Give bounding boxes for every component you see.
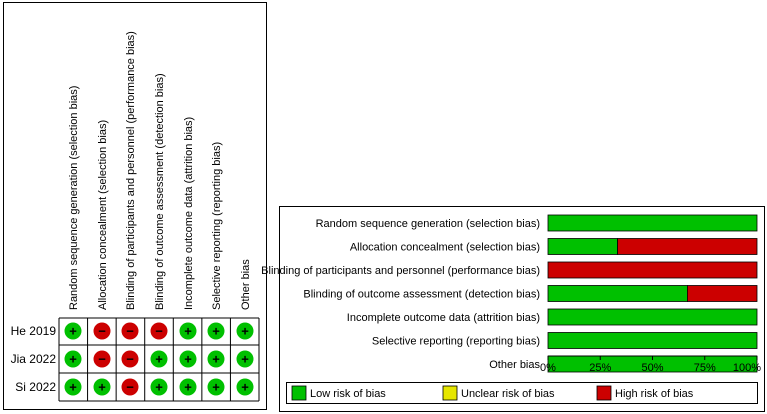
judgement-symbol: −: [155, 324, 163, 339]
judgement-low-icon: [150, 378, 168, 396]
bar-segment-low: [547, 308, 758, 326]
judgement-low-icon: [179, 378, 197, 396]
judgement-symbol: +: [212, 380, 220, 395]
judgement-symbol: +: [184, 324, 192, 339]
judgement-high-icon: [150, 322, 168, 340]
judgement-low-icon: [236, 350, 254, 368]
summary-domain-label: Incomplete outcome data (attrition bias): [183, 117, 195, 310]
judgement-symbol: −: [126, 352, 134, 367]
x-tick-label: 0%: [540, 362, 556, 374]
judgement-high-icon: [93, 322, 111, 340]
summary-domain-label: Blinding of outcome assessment (detectio…: [154, 73, 166, 310]
summary-domain-label: Random sequence generation (selection bi…: [68, 86, 80, 310]
summary-domain-label: Selective reporting (reporting bias): [211, 142, 223, 310]
judgement-high-icon: [121, 350, 139, 368]
judgement-symbol: +: [212, 352, 220, 367]
risk-of-bias-graph-panel: Random sequence generation (selection bi…: [261, 206, 765, 412]
graph-category-label: Selective reporting (reporting bias): [372, 336, 540, 348]
summary-domain-label: Other bias: [240, 259, 252, 310]
judgement-high-icon: [93, 350, 111, 368]
judgement-symbol: +: [184, 380, 192, 395]
graph-category-label: Other bias: [489, 359, 540, 371]
risk-of-bias-summary-panel: Random sequence generation (selection bi…: [3, 2, 267, 410]
summary-study-label: He 2019: [11, 324, 57, 338]
summary-panel-border: [3, 2, 267, 410]
judgement-high-icon: [121, 322, 139, 340]
legend-label: High risk of bias: [615, 388, 694, 400]
judgement-low-icon: [179, 322, 197, 340]
judgement-low-icon: [64, 378, 82, 396]
judgement-low-icon: [93, 378, 111, 396]
legend-label: Unclear risk of bias: [461, 388, 555, 400]
judgement-low-icon: [236, 322, 254, 340]
judgement-high-icon: [121, 378, 139, 396]
judgement-low-icon: [179, 350, 197, 368]
judgement-symbol: +: [98, 380, 106, 395]
legend-label: Low risk of bias: [310, 388, 386, 400]
judgement-symbol: −: [126, 324, 134, 339]
legend-swatch-low: [291, 385, 307, 401]
judgement-low-icon: [64, 350, 82, 368]
summary-study-label: Jia 2022: [11, 352, 57, 366]
judgement-symbol: +: [184, 352, 192, 367]
judgement-low-icon: [207, 350, 225, 368]
judgement-symbol: +: [69, 380, 77, 395]
bar-segment-high: [687, 285, 758, 302]
judgement-symbol: +: [69, 352, 77, 367]
legend-swatch-high: [596, 385, 612, 401]
x-tick-label: 100%: [733, 362, 761, 374]
summary-domain-label: Allocation concealment (selection bias): [97, 120, 109, 310]
judgement-symbol: −: [126, 380, 134, 395]
graph-category-label: Incomplete outcome data (attrition bias): [347, 312, 540, 324]
bar-segment-high: [617, 238, 758, 255]
judgement-low-icon: [207, 378, 225, 396]
bar-segment-low: [547, 238, 618, 255]
x-tick-label: 50%: [641, 362, 663, 374]
judgement-low-icon: [236, 378, 254, 396]
judgement-low-icon: [64, 322, 82, 340]
legend-swatch-unclear: [442, 385, 458, 401]
bar-segment-low: [547, 332, 758, 349]
judgement-symbol: +: [212, 324, 220, 339]
bar-segment-low: [547, 285, 688, 302]
judgement-symbol: +: [155, 352, 163, 367]
summary-domain-label: Blinding of participants and personnel (…: [125, 31, 137, 310]
judgement-low-icon: [207, 322, 225, 340]
graph-category-label: Allocation concealment (selection bias): [350, 242, 540, 254]
judgement-symbol: +: [241, 324, 249, 339]
bar-segment-low: [547, 214, 758, 232]
graph-category-label: Blinding of outcome assessment (detectio…: [303, 289, 540, 301]
judgement-low-icon: [150, 350, 168, 368]
graph-category-label: Blinding of participants and personnel (…: [261, 265, 540, 277]
x-tick-label: 25%: [589, 362, 611, 374]
judgement-symbol: +: [241, 352, 249, 367]
bar-segment-high: [547, 261, 758, 279]
judgement-symbol: −: [98, 352, 106, 367]
judgement-symbol: +: [155, 380, 163, 395]
summary-study-label: Si 2022: [15, 380, 56, 394]
judgement-symbol: +: [241, 380, 249, 395]
x-tick-label: 75%: [694, 362, 716, 374]
judgement-symbol: −: [98, 324, 106, 339]
legend-box: [286, 382, 758, 404]
judgement-symbol: +: [69, 324, 77, 339]
graph-category-label: Random sequence generation (selection bi…: [316, 218, 540, 230]
